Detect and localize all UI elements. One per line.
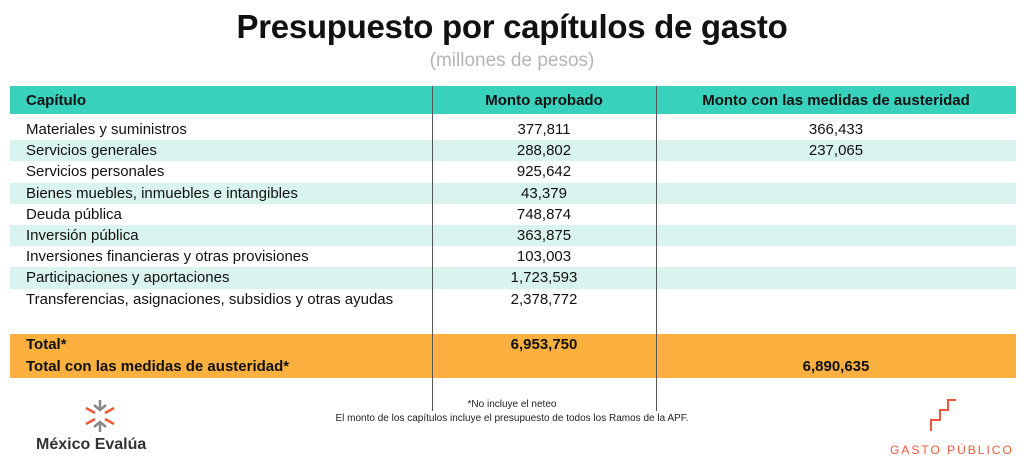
cell-monto-aprobado: 377,811 bbox=[517, 121, 571, 139]
cell-monto-aprobado: 288,802 bbox=[516, 142, 572, 160]
table-row: Deuda pública 748,874 bbox=[10, 204, 1016, 225]
cell-monto-austeridad: 366,433 bbox=[808, 121, 864, 139]
column-divider bbox=[432, 86, 433, 411]
cell-monto-austeridad bbox=[656, 289, 1016, 310]
table-row: Transferencias, asignaciones, subsidios … bbox=[10, 289, 1016, 310]
cell-monto-aprobado: 925,642 bbox=[516, 163, 572, 181]
total-row: Total* 6,953,750 bbox=[10, 333, 1016, 356]
cell-monto-austeridad bbox=[656, 183, 1016, 204]
mexico-evalua-name: México Evalúa bbox=[36, 436, 147, 453]
cell-monto-aprobado: 748,874 bbox=[516, 205, 572, 223]
table-row: Inversión pública 363,875 bbox=[10, 224, 1016, 247]
cell-monto-aprobado: 103,003 bbox=[516, 248, 572, 266]
cell-monto-aprobado: 43,379 bbox=[521, 184, 567, 202]
total-label: Total con las medidas de austeridad* bbox=[26, 358, 290, 376]
cell-capitulo: Servicios generales bbox=[26, 142, 157, 160]
header-capitulo: Capítulo bbox=[26, 91, 86, 109]
table-row: Inversiones financieras y otras provisio… bbox=[10, 246, 1016, 267]
cell-monto-austeridad bbox=[656, 267, 1016, 288]
column-divider bbox=[656, 86, 657, 411]
header-monto-aprobado: Monto aprobado bbox=[485, 91, 603, 109]
cell-monto-austeridad bbox=[656, 246, 1016, 267]
cell-capitulo: Bienes muebles, inmuebles e intangibles bbox=[26, 184, 298, 202]
page-title: Presupuesto por capítulos de gasto bbox=[236, 8, 788, 45]
cell-capitulo: Transferencias, asignaciones, subsidios … bbox=[26, 290, 394, 308]
cell-capitulo: Participaciones y aportaciones bbox=[26, 269, 230, 287]
budget-table: Capítulo Monto aprobado Monto con las me… bbox=[10, 86, 1016, 411]
table-header: Capítulo Monto aprobado Monto con las me… bbox=[10, 86, 1016, 114]
table-row: Servicios personales 925,642 bbox=[10, 161, 1016, 182]
cell-capitulo: Inversión pública bbox=[26, 227, 139, 245]
footnotes: *No incluye el neteo El monto de los cap… bbox=[0, 398, 1024, 426]
total-monto-austeridad: 6,890,635 bbox=[802, 358, 870, 376]
gasto-publico-name: GASTO PÚBLICO bbox=[890, 443, 1014, 457]
cell-monto-aprobado: 363,875 bbox=[516, 227, 572, 245]
cell-capitulo: Deuda pública bbox=[26, 205, 122, 223]
footnote: *No incluye el neteo bbox=[467, 399, 557, 410]
table-row: Servicios generales 288,802 237,065 bbox=[10, 140, 1016, 162]
cell-capitulo: Inversiones financieras y otras provisio… bbox=[26, 248, 309, 266]
header-monto-austeridad: Monto con las medidas de austeridad bbox=[702, 91, 970, 109]
table-row: Materiales y suministros 377,811 366,433 bbox=[10, 119, 1016, 140]
star-logo-icon bbox=[85, 400, 115, 432]
table-row: Participaciones y aportaciones 1,723,593 bbox=[10, 267, 1016, 289]
spacer bbox=[10, 310, 1016, 334]
total-monto-austeridad bbox=[656, 334, 1016, 356]
table-row: Bienes muebles, inmuebles e intangibles 4… bbox=[10, 182, 1016, 204]
cell-monto-austeridad bbox=[656, 204, 1016, 225]
stairs-icon bbox=[930, 399, 956, 431]
total-label: Total* bbox=[26, 336, 67, 354]
page-subtitle: (millones de pesos) bbox=[429, 50, 595, 71]
cell-monto-austeridad bbox=[656, 161, 1016, 182]
table-body: Materiales y suministros 377,811 366,433 Se… bbox=[10, 86, 1016, 411]
cell-monto-austeridad bbox=[656, 225, 1016, 246]
cell-capitulo: Servicios personales bbox=[26, 163, 165, 181]
cell-monto-aprobado: 2,378,772 bbox=[510, 290, 578, 308]
footnote: El monto de los capítulos incluye el pre… bbox=[335, 413, 689, 424]
cell-capitulo: Materiales y suministros bbox=[26, 121, 187, 139]
total-monto-aprobado: 6,953,750 bbox=[510, 336, 578, 354]
cell-monto-austeridad: 237,065 bbox=[808, 142, 864, 160]
total-monto-aprobado bbox=[432, 356, 656, 378]
total-austeridad-row: Total con las medidas de austeridad* 6,89… bbox=[10, 355, 1016, 378]
cell-monto-aprobado: 1,723,593 bbox=[510, 269, 578, 287]
